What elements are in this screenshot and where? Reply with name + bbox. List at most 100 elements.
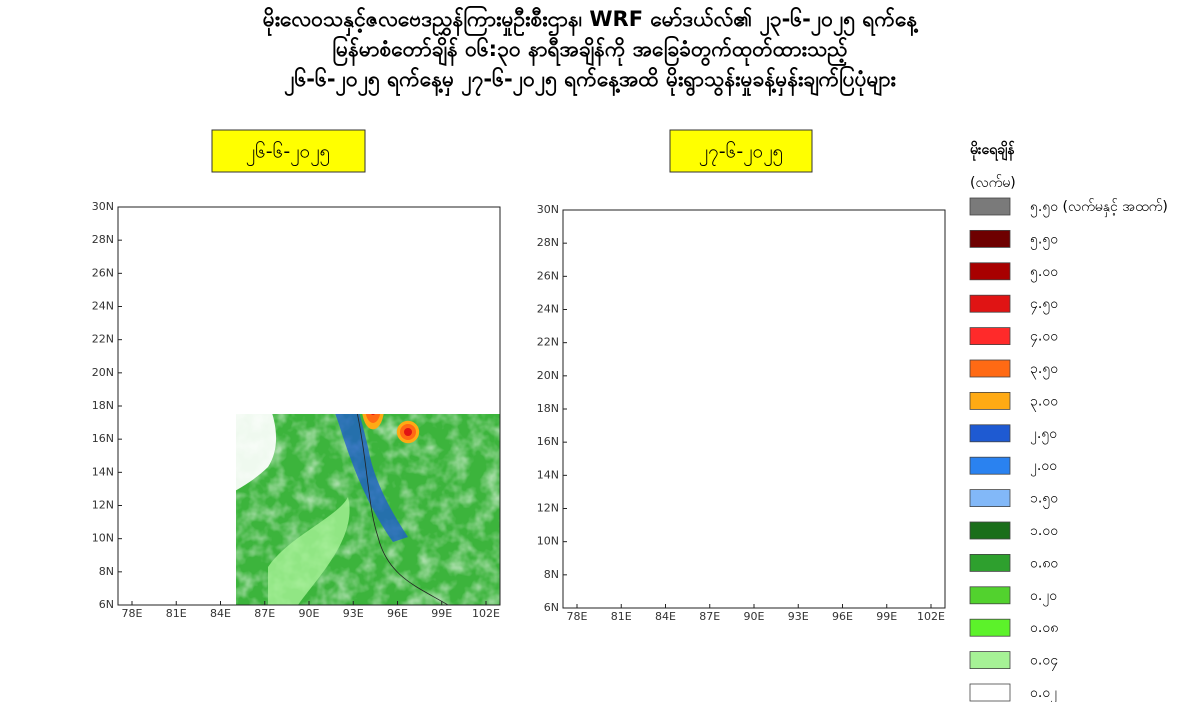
lat-label: 18N: [92, 399, 114, 412]
rain-cell: [705, 286, 722, 294]
rain-cell: [282, 290, 314, 314]
lat-label: 12N: [537, 502, 559, 515]
lon-label: 84E: [210, 607, 231, 620]
legend-label: ၄.၅၀: [1030, 296, 1058, 314]
dry-area: [438, 207, 500, 269]
legend-swatch: [969, 586, 1011, 605]
legend-label: ၅.၀၀: [1030, 264, 1058, 282]
legend-swatch: [969, 683, 1011, 702]
lon-label: 99E: [431, 607, 452, 620]
rain-cell: [735, 286, 791, 314]
rain-cell: [743, 290, 783, 310]
legend-swatch: [969, 359, 1011, 378]
legend-label: ၃.၀၀: [1030, 393, 1058, 411]
rain-cell: [930, 498, 936, 502]
lon-label: 96E: [832, 610, 853, 623]
lon-label: 90E: [744, 610, 765, 623]
lat-label: 28N: [537, 236, 559, 249]
rain-cell: [224, 261, 252, 272]
rain-cell: [404, 428, 412, 436]
legend-label: ၁.၀၀: [1030, 523, 1058, 539]
lon-label: 87E: [699, 610, 720, 623]
lat-label: 8N: [99, 565, 114, 578]
lon-label: 102E: [472, 607, 500, 620]
lat-label: 22N: [537, 336, 559, 349]
rain-cell: [228, 263, 248, 271]
title-line: မိုးလေဝသနှင့်ဇလဗေဒညွှန်ကြားမှုဦးစီးဌာန၊ …: [263, 4, 920, 37]
lat-label: 24N: [537, 303, 559, 316]
lat-label: 30N: [537, 203, 559, 216]
rain-cell: [852, 421, 874, 449]
legend-label: ၀.၀၈: [1030, 620, 1058, 636]
lat-label: 22N: [92, 333, 114, 346]
legend-label: ၀.၀၂: [1030, 685, 1057, 702]
legend-label: ၄.၀၀: [1030, 329, 1058, 347]
coastline: [623, 350, 893, 608]
rain-cell: [118, 217, 157, 267]
heavy-band: [753, 320, 803, 370]
title-line: မြန်မာစံတော်ချိန် ၀၆:၃၀ နာရီအချိန်ကို အခ…: [332, 34, 847, 67]
rain-cell: [276, 285, 321, 319]
light-rain: [563, 210, 945, 608]
dry-area: [563, 320, 721, 570]
lat-label: 8N: [544, 568, 559, 581]
lat-label: 6N: [99, 598, 114, 611]
map: [563, 210, 945, 608]
legend-swatch: [969, 554, 1011, 572]
rain-cell: [859, 430, 867, 440]
lat-label: 14N: [537, 468, 559, 481]
title-line: ၂၆-၆-၂၀၂၅ ရက်နေ့မှ ၂၇-၆-၂၀၂၅ ရက်နေ့အထိ မ…: [284, 64, 896, 97]
lat-label: 16N: [537, 435, 559, 448]
legend-label: ၂.၅၀: [1030, 426, 1057, 444]
lat-label: 30N: [92, 200, 114, 213]
lon-label: 84E: [655, 610, 676, 623]
legend-label: ၃.၅၀: [1030, 361, 1058, 379]
panel-label-box: [211, 129, 366, 173]
lon-label: 93E: [788, 610, 809, 623]
legend-label: ၂.၀၀: [1030, 458, 1057, 476]
panel-label: ၂၇-၆-၂၀၂၅: [699, 140, 783, 167]
legend-swatch: [969, 651, 1011, 669]
lat-label: 14N: [92, 465, 114, 478]
rain-cell: [674, 270, 752, 309]
dry-area: [236, 414, 276, 491]
panel-label: ၂၆-၆-၂၀၂၅: [246, 140, 330, 167]
legend-swatch: [969, 618, 1011, 637]
legend-swatch: [969, 489, 1011, 508]
lon-label: 81E: [611, 610, 632, 623]
lon-label: 96E: [387, 607, 408, 620]
lat-label: 24N: [92, 300, 114, 313]
dry-area: [713, 500, 795, 608]
lat-label: 28N: [92, 233, 114, 246]
legend-swatch: [969, 424, 1011, 443]
lat-label: 20N: [92, 366, 114, 379]
rain-cell: [371, 414, 375, 415]
lon-label: 93E: [343, 607, 364, 620]
rain-cell: [753, 295, 773, 305]
heavy-band: [743, 330, 853, 545]
lat-label: 26N: [537, 269, 559, 282]
heavy-band: [563, 230, 863, 360]
rain-cell: [800, 395, 836, 435]
rain-cell: [365, 414, 381, 423]
lon-label: 90E: [299, 607, 320, 620]
coastline: [356, 414, 449, 606]
legend-swatch: [969, 197, 1011, 216]
rain-cell: [685, 276, 741, 304]
rain-cell: [809, 405, 827, 425]
rain-cell: [793, 387, 843, 443]
heavy-band: [308, 317, 358, 367]
rain-cell: [233, 265, 243, 269]
lat-label: 6N: [544, 601, 559, 614]
rain-cell: [587, 250, 599, 260]
heavy-band: [118, 227, 418, 357]
dry-area: [268, 497, 350, 605]
rain-cell: [757, 297, 769, 303]
lon-label: 99E: [876, 610, 897, 623]
panel-label-box: [669, 129, 813, 173]
lat-label: 18N: [537, 402, 559, 415]
lon-label: 78E: [122, 607, 143, 620]
legend-label: ၅.၅၀: [1030, 231, 1058, 249]
legend-swatch: [969, 327, 1011, 346]
